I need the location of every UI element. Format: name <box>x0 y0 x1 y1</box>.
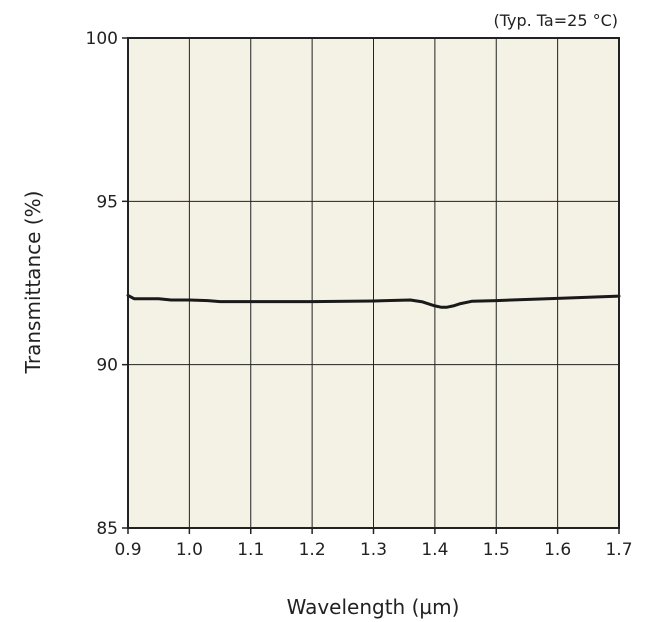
x-tick-label: 1.7 <box>605 540 632 560</box>
x-tick-label: 1.6 <box>544 540 571 560</box>
y-tick-label: 95 <box>96 192 118 212</box>
x-axis-title: Wavelength (µm) <box>287 595 460 619</box>
y-tick-label: 90 <box>96 356 118 376</box>
condition-note: (Typ. Ta=25 °C) <box>493 11 618 30</box>
y-tick-label: 100 <box>86 29 118 49</box>
x-tick-label: 0.9 <box>114 540 141 560</box>
grid <box>128 38 619 528</box>
x-tick-label: 1.3 <box>360 540 387 560</box>
series-line <box>126 293 621 309</box>
x-tick-label: 1.0 <box>176 540 203 560</box>
series-group <box>126 293 621 309</box>
x-tick-label: 1.1 <box>237 540 264 560</box>
x-tick-label: 1.2 <box>299 540 326 560</box>
y-tick-label: 85 <box>96 519 118 539</box>
y-axis-title: Transmittance (%) <box>21 191 45 375</box>
x-tick-label: 1.5 <box>483 540 510 560</box>
x-axis-ticks: 0.9 1.0 1.1 1.2 1.3 1.4 1.5 1.6 1.7 <box>114 528 633 560</box>
x-tick-label: 1.4 <box>421 540 448 560</box>
y-axis-ticks: 85 90 95 100 <box>86 29 128 539</box>
